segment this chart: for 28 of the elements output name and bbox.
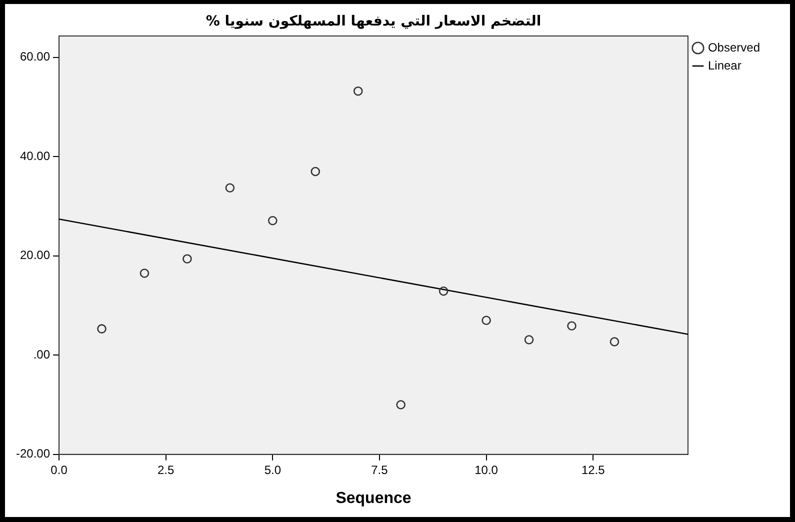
point xyxy=(438,286,448,296)
point xyxy=(610,337,620,346)
x-tick-label: 10.0 xyxy=(474,462,498,477)
point xyxy=(353,86,363,96)
point xyxy=(310,166,320,176)
point xyxy=(524,335,534,344)
y-tick-label: 40.00 xyxy=(20,148,50,163)
point xyxy=(396,400,406,410)
point xyxy=(567,321,576,331)
x-tick-label: 2.5 xyxy=(158,462,175,477)
point xyxy=(268,216,278,226)
point xyxy=(482,316,491,326)
x-tick-label: 0.0 xyxy=(50,462,68,477)
x-axis-title: Sequence xyxy=(336,490,412,507)
point xyxy=(182,254,192,264)
x-tick-label: 12.5 xyxy=(581,462,606,477)
point xyxy=(97,324,106,334)
chart-title: التضخم الاسعار التي يدفعها المسهلكون سنويا % xyxy=(206,14,542,30)
x-tick-label: 7.5 xyxy=(371,462,388,477)
y-tick-label: 60.00 xyxy=(20,50,50,64)
legend-label: Observed xyxy=(708,40,760,54)
y-tick-label: .00 xyxy=(33,347,50,362)
point xyxy=(140,268,150,278)
x-tick-label: 5.0 xyxy=(264,462,282,477)
point xyxy=(225,183,235,193)
legend-label: Linear xyxy=(708,58,742,72)
y-tick-label: -20.00 xyxy=(16,446,50,461)
y-tick-label: 20.00 xyxy=(20,248,50,262)
